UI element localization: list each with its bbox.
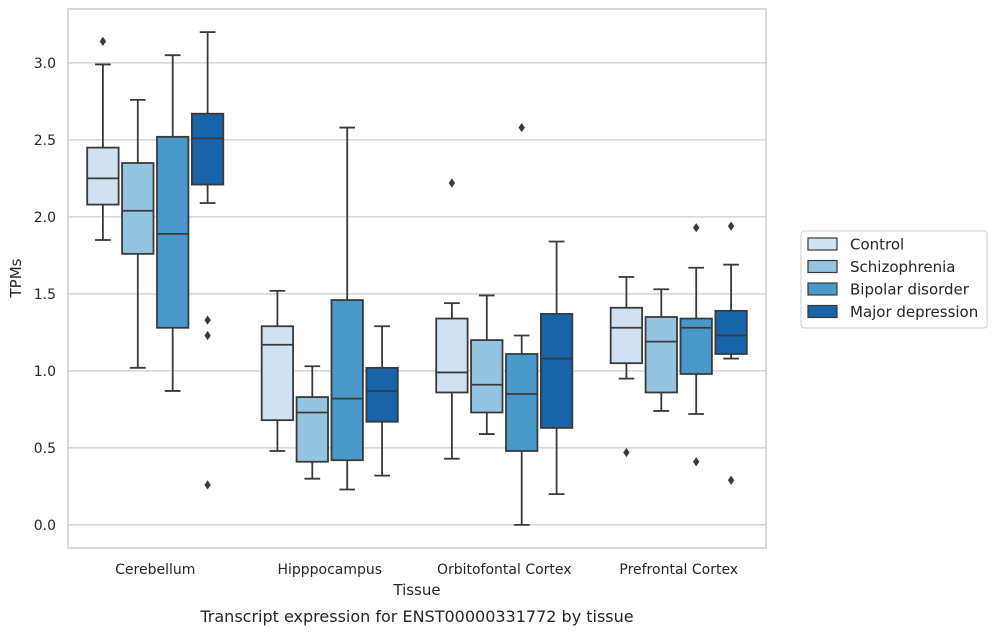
legend: Control Schizophrenia Bipolar disorder Majo… [800, 230, 988, 329]
legend-item: Control [807, 236, 904, 254]
legend-swatch [807, 304, 838, 319]
plot-frame [67, 8, 767, 549]
outlier-point [727, 221, 735, 231]
y-tick-label: 0.5 [34, 441, 56, 457]
box-major-depression [539, 240, 574, 496]
box-body [260, 325, 295, 422]
box-body [644, 316, 678, 394]
y-tick-label: 1.5 [34, 287, 56, 303]
figure-caption: Transcript expression for ENST0000033177… [199, 607, 633, 626]
legend-item: Bipolar disorder [807, 281, 970, 299]
y-tick-label: 0.0 [34, 518, 56, 534]
outlier-point [693, 223, 700, 233]
box-body [365, 366, 399, 423]
box-control [260, 289, 295, 452]
legend-label: Major depression [850, 303, 978, 321]
box-schizophrenia [121, 98, 155, 369]
x-axis-label: Tissue [392, 581, 440, 599]
outlier-point [518, 122, 525, 133]
box-body [295, 396, 329, 463]
legend-frame [800, 230, 988, 329]
x-tick-label: Hipppocampus [277, 562, 382, 578]
box-body [714, 309, 748, 355]
box-major-depression [365, 325, 399, 477]
box-body [156, 135, 190, 329]
outlier-point [204, 315, 211, 325]
x-tick-label: Cerebellum [115, 562, 195, 578]
box-body [679, 317, 713, 375]
y-axis-ticks: 0.0 0.5 1.0 1.5 2.0 2.5 3.0 [34, 56, 56, 534]
box-body [470, 339, 504, 414]
box-control [609, 276, 644, 458]
box-body [539, 313, 574, 429]
legend-label: Bipolar disorder [850, 281, 970, 299]
legend-swatch [807, 282, 838, 296]
box-body [86, 146, 120, 206]
outlier-point [693, 457, 700, 467]
box-schizophrenia [295, 365, 329, 480]
y-tick-label: 2.0 [34, 210, 56, 226]
outlier-point [448, 178, 456, 188]
box-schizophrenia [470, 294, 504, 435]
box-bipolar-disorder [505, 122, 539, 526]
box-body [609, 306, 644, 365]
outlier-point [204, 330, 211, 341]
box-major-depression [190, 31, 225, 490]
legend-label: Schizophrenia [850, 258, 955, 276]
box-control [86, 36, 120, 241]
legend-swatch [807, 259, 838, 274]
box-bipolar-disorder [156, 54, 190, 392]
x-axis-ticks: Cerebellum Hipppocampus Orbitofontal Corte… [115, 562, 738, 578]
box-bipolar-disorder [330, 126, 364, 491]
box-schizophrenia [644, 288, 678, 412]
box-bipolar-disorder [679, 223, 713, 467]
box-plots [86, 31, 748, 526]
box-body [121, 162, 155, 255]
x-tick-label: Orbitofontal Cortex [437, 562, 572, 578]
legend-item: Schizophrenia [807, 258, 955, 276]
box-body [505, 353, 539, 452]
outlier-point [99, 36, 107, 46]
x-tick-label: Prefrontal Cortex [619, 562, 738, 578]
box-body [435, 317, 469, 394]
legend-swatch [807, 237, 838, 251]
y-tick-label: 3.0 [34, 56, 56, 72]
outlier-point [204, 480, 211, 490]
box-control [435, 178, 469, 460]
box-body [330, 299, 364, 462]
y-tick-label: 1.0 [34, 364, 56, 380]
legend-item: Major depression [807, 303, 978, 321]
outlier-point [727, 475, 735, 485]
box-body [190, 112, 225, 186]
y-axis-label: TPMs [7, 258, 25, 298]
y-tick-label: 2.5 [34, 133, 56, 149]
legend-label: Control [850, 236, 904, 254]
outlier-point [623, 447, 630, 458]
box-major-depression [714, 221, 748, 485]
